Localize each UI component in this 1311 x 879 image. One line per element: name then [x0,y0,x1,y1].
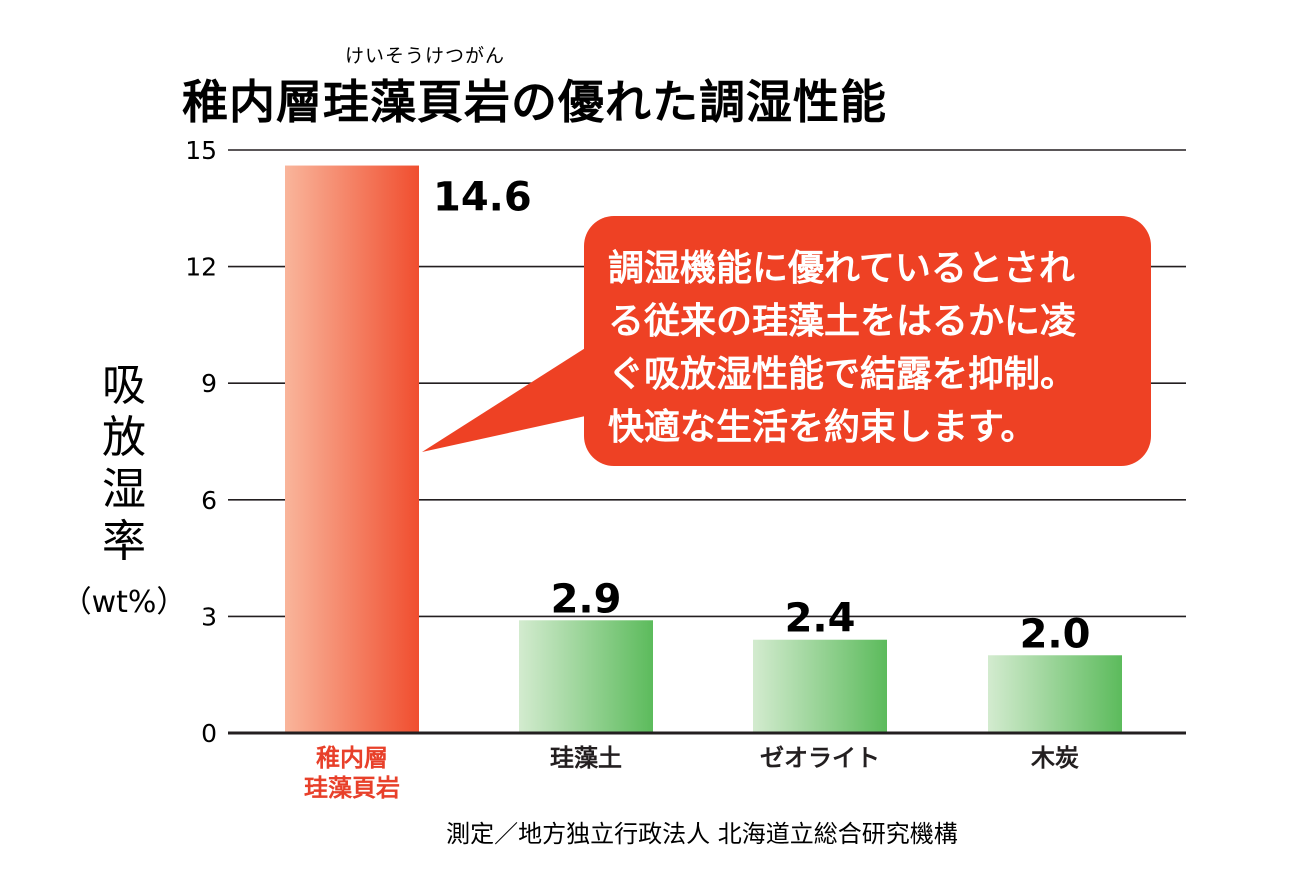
y-axis-ticks: 0 3 6 9 12 15 [185,136,217,748]
callout-line-4: 快適な生活を約束します。 [608,407,1036,448]
category-label-1: 稚内層 [316,744,388,772]
ylabel-char-1: 吸 [102,360,146,411]
bar-4 [988,655,1122,733]
value-label-3: 2.4 [785,596,856,642]
callout-line-2: る従来の珪藻土をはるかに凌 [608,301,1076,342]
y-tick-label: 15 [185,136,217,165]
callout-box [584,216,1151,466]
value-label-1: 14.6 [433,175,532,221]
y-tick-label: 6 [201,486,217,515]
category-label-4: 木炭 [1030,744,1079,772]
y-axis-label: 吸 放 湿 率 （wt%） [62,360,187,620]
value-label-4: 2.0 [1020,611,1091,657]
ylabel-char-2: 放 [102,412,146,463]
callout-tail [422,345,590,452]
callout-line-3: ぐ吸放湿性能で結露を抑制。 [608,354,1076,395]
ylabel-char-3: 湿 [102,464,146,515]
bars [285,165,1122,734]
y-tick-label: 0 [201,719,217,748]
y-tick-label: 9 [201,369,217,398]
bar-2 [519,620,653,733]
category-label-2: 珪藻土 [550,744,622,772]
category-label-3: ゼオライト [760,744,880,772]
chart-title: 稚内層珪藻頁岩の優れた調湿性能 [182,75,887,129]
value-label-2: 2.9 [551,576,622,622]
callout-balloon: 調湿機能に優れているとされ る従来の珪藻土をはるかに凌 ぐ吸放湿性能で結露を抑制… [422,216,1151,466]
category-labels: 稚内層珪藻頁岩 珪藻土 ゼオライト 木炭 [304,744,1079,802]
callout-line-1: 調湿機能に優れているとされ [608,248,1075,289]
value-labels: 14.6 2.9 2.4 2.0 [433,175,1090,658]
ylabel-unit: （wt%） [62,585,187,620]
category-label-1: 珪藻頁岩 [304,774,400,802]
title-ruby: けいそうけつがん [345,45,505,67]
bar-3 [753,639,887,733]
y-tick-label: 12 [185,253,217,282]
bar-1 [285,165,419,734]
ylabel-char-4: 率 [102,516,146,567]
y-tick-label: 3 [201,602,217,631]
source-note: 測定／地方独立行政法人 北海道立総合研究機構 [446,820,958,848]
